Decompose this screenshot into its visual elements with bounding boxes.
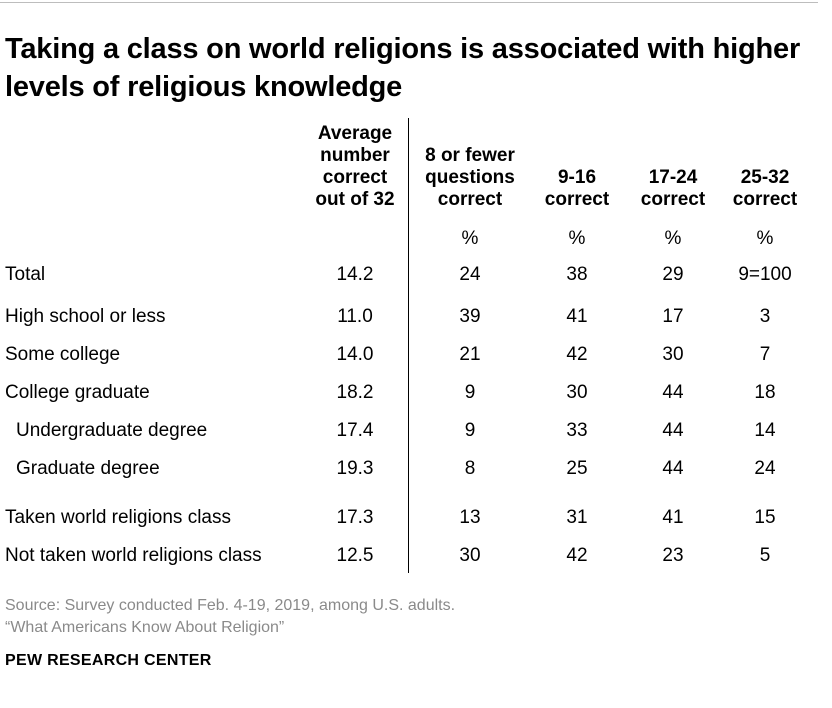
- table-cell: 31: [566, 507, 588, 528]
- table-cell: 11.0: [337, 306, 373, 327]
- unit-label: %: [568, 228, 586, 249]
- column-header-2: 8 or fewer questions correct: [410, 40, 530, 211]
- table-cell: 30: [662, 344, 684, 365]
- table-cell: 41: [566, 306, 588, 327]
- column-divider: [408, 118, 409, 573]
- column-header-line: 25-32: [740, 167, 790, 188]
- column-header-line: correct: [544, 189, 610, 210]
- chart-title: Taking a class on world religions is ass…: [5, 33, 801, 103]
- source-line-2: “What Americans Know About Religion”: [5, 619, 285, 636]
- top-rule: [0, 2, 818, 3]
- column-header-line: number: [320, 145, 390, 166]
- column-header-line: 8 or fewer: [425, 145, 515, 166]
- column-header-line: 9-16: [557, 167, 597, 188]
- table-cell: 39: [459, 306, 481, 327]
- table-cell: 44: [662, 382, 684, 403]
- table-cell: 15: [754, 507, 776, 528]
- column-header-4: 17-24 correct: [628, 40, 718, 211]
- table-cell: 7: [759, 344, 771, 365]
- row-label: Total: [5, 264, 46, 285]
- source-note: Source: Survey conducted Feb. 4-19, 2019…: [5, 595, 455, 639]
- table-cell: 38: [566, 264, 588, 285]
- table-cell: 23: [662, 545, 684, 566]
- table-cell: 42: [566, 344, 588, 365]
- column-header-line: out of 32: [315, 189, 395, 210]
- table-cell: 5: [759, 545, 771, 566]
- table-cell: 8: [464, 458, 476, 479]
- column-header-line: correct: [732, 189, 798, 210]
- unit-label: %: [756, 228, 774, 249]
- table-cell: 17: [662, 306, 684, 327]
- column-header-line: correct: [322, 167, 388, 188]
- table-cell: 33: [566, 420, 588, 441]
- table-cell: 9: [464, 382, 476, 403]
- table-cell: 18.2: [336, 382, 374, 403]
- table-cell: 18: [754, 382, 776, 403]
- unit-label: %: [664, 228, 682, 249]
- table-cell: 42: [566, 545, 588, 566]
- table-cell: 25: [566, 458, 588, 479]
- table-cell: 21: [459, 344, 481, 365]
- table-cell: 24: [459, 264, 481, 285]
- column-header-line: Average: [317, 123, 393, 144]
- row-label: Not taken world religions class: [5, 545, 262, 566]
- table-cell: 3: [759, 306, 771, 327]
- column-header-line: correct: [437, 189, 503, 210]
- column-header-5: 25-32 correct: [720, 40, 810, 211]
- table-cell: 30: [459, 545, 481, 566]
- table-cell: 9=100: [738, 264, 792, 285]
- column-header-line: 17-24: [648, 167, 698, 188]
- row-label: Some college: [5, 344, 121, 365]
- column-header-line: correct: [640, 189, 706, 210]
- table-cell: 17.4: [336, 420, 374, 441]
- table-cell: 14.2: [336, 264, 374, 285]
- unit-label: %: [461, 228, 479, 249]
- table-cell: 12.5: [336, 545, 374, 566]
- source-line-1: Source: Survey conducted Feb. 4-19, 2019…: [5, 597, 456, 614]
- table-cell: 13: [459, 507, 481, 528]
- table-cell: 9: [464, 420, 476, 441]
- column-header-line: questions: [425, 167, 515, 188]
- table-cell: 29: [662, 264, 684, 285]
- column-header-1: Average number correct out of 32: [300, 40, 410, 211]
- row-label: High school or less: [5, 306, 166, 327]
- row-label: Graduate degree: [16, 458, 160, 479]
- table-cell: 44: [662, 420, 684, 441]
- row-label: Undergraduate degree: [16, 420, 208, 441]
- table-cell: 24: [754, 458, 776, 479]
- table-cell: 41: [662, 507, 684, 528]
- table-cell: 30: [566, 382, 588, 403]
- table-cell: 19.3: [336, 458, 374, 479]
- row-label: College graduate: [5, 382, 150, 403]
- table-cell: 14: [754, 420, 776, 441]
- table-cell: 17.3: [336, 507, 374, 528]
- table-cell: 44: [662, 458, 684, 479]
- brand-label: PEW RESEARCH CENTER: [5, 652, 212, 669]
- row-label: Taken world religions class: [5, 507, 231, 528]
- table-cell: 14.0: [336, 344, 374, 365]
- column-header-3: 9-16 correct: [532, 40, 622, 211]
